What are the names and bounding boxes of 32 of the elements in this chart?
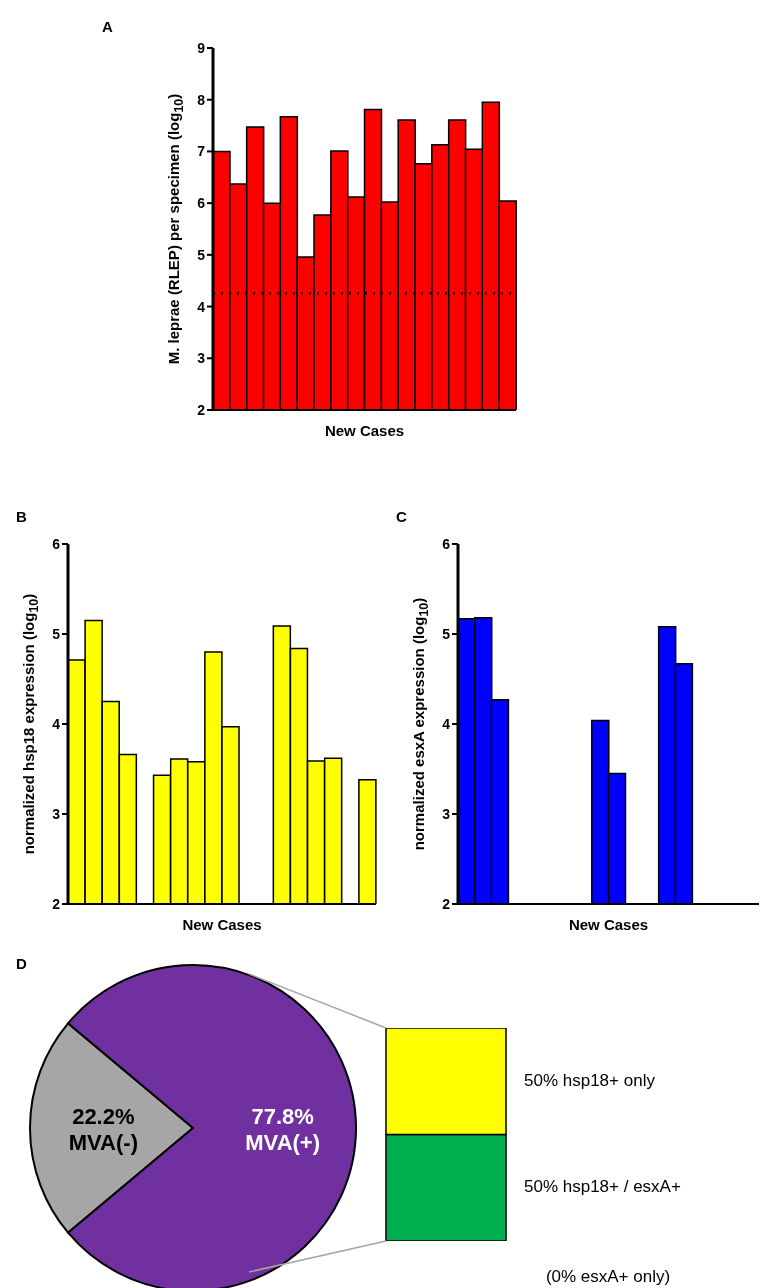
chart-title: D [16,955,27,972]
y-tick-label: 5 [197,246,206,263]
series-label: 50% hsp18+ only [524,1070,656,1090]
text: (0% esxA+ only) [544,1267,672,1287]
chart-title: C [396,508,407,525]
y-tick-label: 5 [52,625,61,642]
data-label: 77.8% [251,1103,314,1129]
y-tick-label: 2 [197,401,206,418]
chart-title: B [16,508,27,525]
y-tick-label: 6 [442,535,451,552]
y-tick-label: 8 [197,91,206,108]
y-tick-label: 3 [442,805,451,822]
y-tick-label: 3 [197,350,206,367]
y-tick-label: 9 [197,39,206,56]
y-tick-label: 7 [197,143,206,160]
x-axis-title: New Cases [323,422,406,439]
series-label: 50% hsp18+ / esxA+ [524,1177,681,1197]
y-tick-label: 2 [52,895,61,912]
y-tick-label: 4 [442,715,451,732]
data-label: 22.2% [72,1103,135,1129]
slice-label: MVA(+) [245,1130,321,1155]
chart-title: A [102,18,113,35]
y-tick-label: 4 [52,715,61,732]
y-tick-label: 6 [52,535,61,552]
x-axis-title: New Cases [567,916,650,933]
y-tick-label: 6 [197,195,206,212]
y-tick-label: 4 [197,298,206,315]
y-tick-label: 3 [52,805,61,822]
y-tick-label: 2 [442,895,451,912]
slice-label: MVA(-) [68,1130,138,1155]
y-tick-label: 5 [442,625,451,642]
x-axis-title: New Cases [181,916,263,933]
